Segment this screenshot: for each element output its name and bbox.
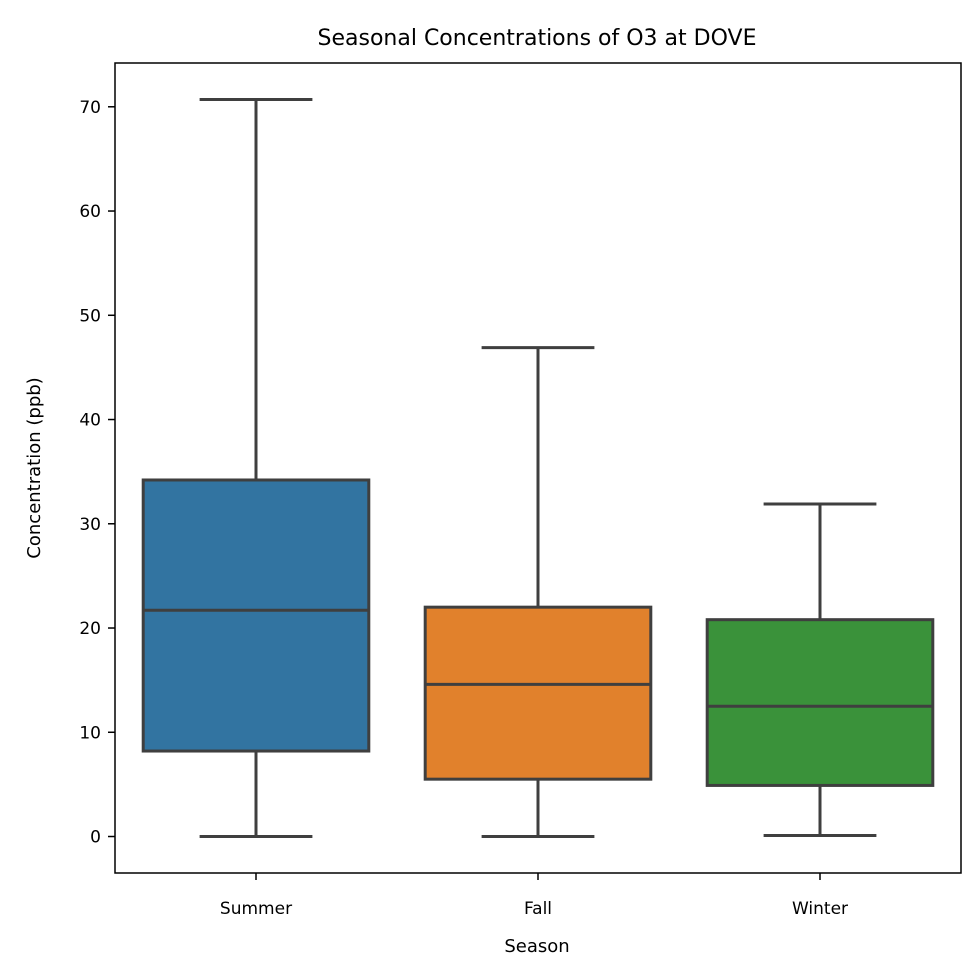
chart-title: Seasonal Concentrations of O3 at DOVE: [318, 26, 757, 51]
y-tick-label-0: 0: [90, 828, 101, 848]
y-tick-label-70: 70: [79, 98, 101, 118]
box-group-summer: [141, 97, 371, 839]
box-winter: [705, 618, 935, 787]
y-tick-label-20: 20: [79, 619, 101, 639]
box-group-fall: [423, 346, 653, 839]
y-axis-label: Concentration (ppb): [24, 377, 45, 558]
y-tick-label-60: 60: [79, 202, 101, 222]
x-tick-label-summer: Summer: [220, 899, 292, 919]
plot-area: [141, 97, 935, 839]
y-tick-label-50: 50: [79, 306, 101, 326]
x-tick-label-fall: Fall: [524, 899, 552, 919]
box-summer: [141, 478, 371, 753]
box-fall: [423, 605, 653, 781]
axes: 0 10 20 30 40 50 60 70 Summer Fall Winter: [79, 98, 848, 919]
y-tick-label-40: 40: [79, 411, 101, 431]
x-tick-label-winter: Winter: [792, 899, 848, 919]
box-group-winter: [705, 502, 935, 837]
y-tick-label-10: 10: [79, 723, 101, 743]
y-tick-label-30: 30: [79, 515, 101, 535]
x-axis-label: Season: [504, 936, 569, 957]
